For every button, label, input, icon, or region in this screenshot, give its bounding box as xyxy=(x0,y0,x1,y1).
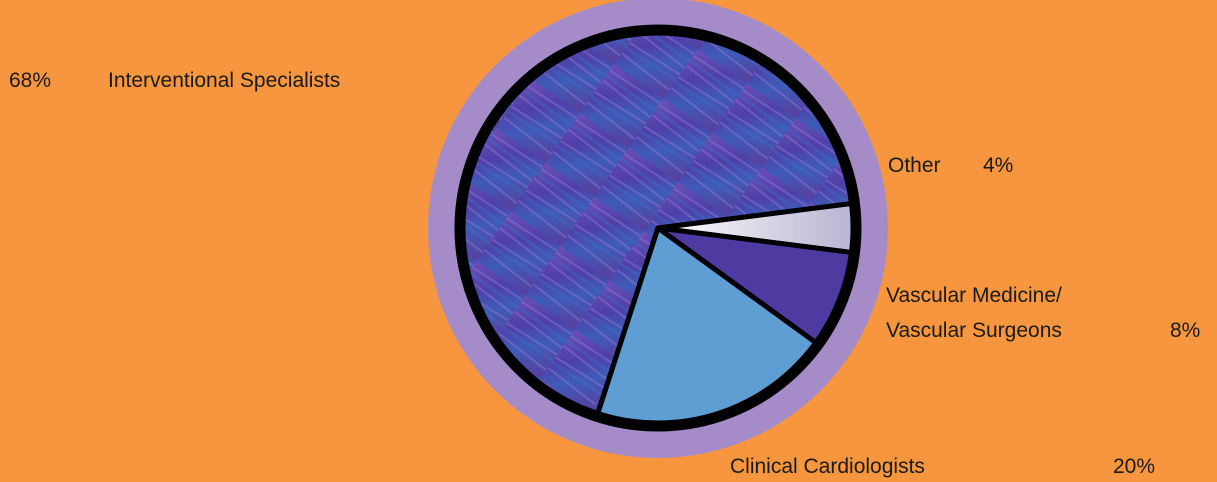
label-other-pct: 4% xyxy=(983,154,1014,177)
label-other-name: Other xyxy=(888,154,941,177)
label-vascular-pct: 8% xyxy=(1170,319,1201,342)
label-vascular-line2: Vascular Surgeons xyxy=(886,319,1062,342)
label-interventional-name: Interventional Specialists xyxy=(108,69,341,92)
label-clinical-pct: 20% xyxy=(1113,455,1156,478)
label-clinical-name: Clinical Cardiologists xyxy=(730,455,925,478)
label-vascular-line1: Vascular Medicine/ xyxy=(886,284,1062,307)
label-interventional-pct: 68% xyxy=(9,69,52,92)
pie-border xyxy=(454,24,862,432)
